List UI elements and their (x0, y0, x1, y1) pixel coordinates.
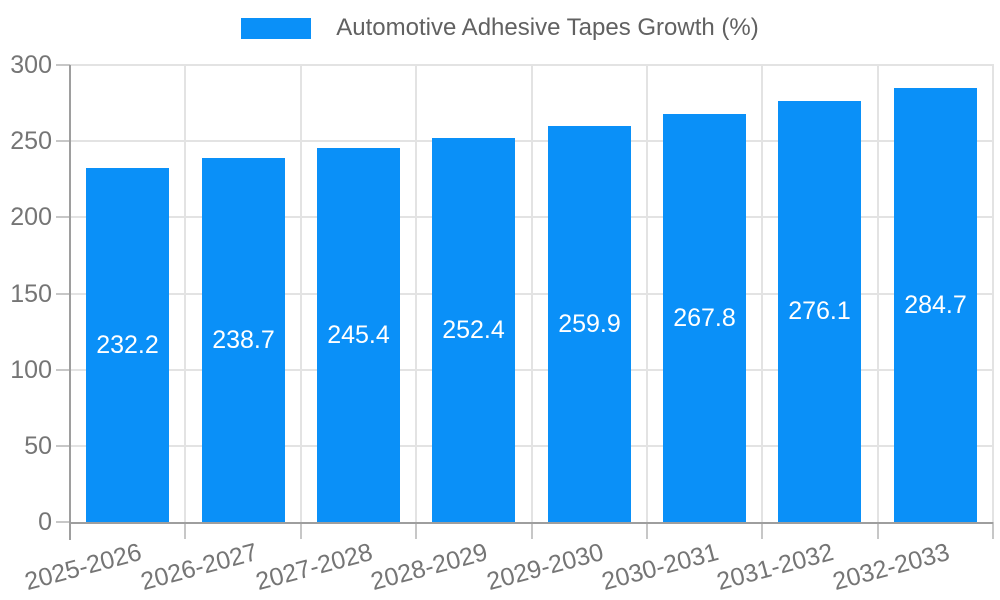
x-gridline (761, 64, 764, 522)
bar-value-label: 245.4 (327, 320, 390, 349)
y-axis-tick (56, 140, 70, 143)
x-axis-line (69, 522, 993, 524)
bar[interactable]: 252.4 (432, 138, 515, 522)
x-axis-tick (415, 522, 418, 539)
x-gridline (184, 64, 187, 522)
y-axis-tick-label: 250 (10, 127, 52, 156)
x-axis-tick-label: 2031-2032 (714, 538, 837, 597)
x-gridline (415, 64, 418, 522)
y-axis-tick (56, 521, 70, 523)
x-gridline (992, 64, 994, 522)
y-axis-tick-label: 0 (38, 508, 52, 536)
x-axis-tick-label: 2026-2027 (137, 538, 261, 597)
bar-value-label: 232.2 (96, 330, 159, 359)
y-axis-tick (56, 292, 70, 295)
x-axis-tick (992, 522, 994, 539)
y-axis-tick-label: 50 (24, 431, 52, 460)
x-axis-tick (299, 522, 302, 539)
legend-item[interactable]: Automotive Adhesive Tapes Growth (%) (241, 14, 759, 43)
chart-legend: Automotive Adhesive Tapes Growth (%) (0, 14, 1000, 43)
bar[interactable]: 238.7 (202, 158, 285, 522)
bar-value-label: 267.8 (673, 303, 736, 332)
bar-value-label: 284.7 (904, 290, 967, 319)
x-gridline (299, 64, 302, 522)
x-gridline (876, 64, 879, 522)
x-gridline (530, 64, 533, 522)
x-axis-tick (530, 522, 533, 539)
x-axis-tick-label: 2027-2028 (252, 538, 376, 597)
x-gridline (645, 64, 648, 522)
x-axis-tick-label: 2029-2030 (483, 538, 607, 597)
bar[interactable]: 232.2 (86, 168, 169, 522)
bar-value-label: 276.1 (788, 297, 851, 325)
y-axis-line (69, 65, 71, 540)
bar[interactable]: 259.9 (548, 126, 631, 522)
x-axis-tick-label: 2028-2029 (368, 538, 491, 597)
x-axis-tick-label: 2025-2026 (21, 538, 145, 597)
y-axis-tick-label: 100 (10, 355, 52, 384)
bar[interactable]: 276.1 (778, 101, 861, 522)
x-axis-tick-label: 2032-2033 (829, 538, 953, 597)
bar[interactable]: 245.4 (317, 148, 400, 522)
x-axis-tick (645, 522, 648, 539)
legend-color-swatch (241, 17, 312, 39)
y-axis-tick-label: 300 (10, 51, 52, 79)
y-axis-tick (56, 368, 70, 371)
bar[interactable]: 284.7 (894, 88, 977, 522)
bar-value-label: 259.9 (558, 309, 621, 338)
y-axis-tick-label: 150 (10, 279, 52, 308)
x-axis-tick (876, 522, 879, 539)
y-axis-tick (56, 64, 70, 66)
y-axis-tick (56, 216, 70, 219)
bar-value-label: 238.7 (212, 325, 275, 354)
x-axis-tick-label: 2030-2031 (598, 538, 722, 597)
y-axis-tick (56, 444, 70, 447)
y-axis-tick-label: 200 (10, 203, 52, 232)
x-axis-tick (184, 522, 187, 539)
x-axis-tick (761, 522, 764, 539)
bar[interactable]: 267.8 (663, 114, 746, 522)
legend-label: Automotive Adhesive Tapes Growth (%) (336, 14, 759, 41)
bar-value-label: 252.4 (442, 315, 505, 344)
